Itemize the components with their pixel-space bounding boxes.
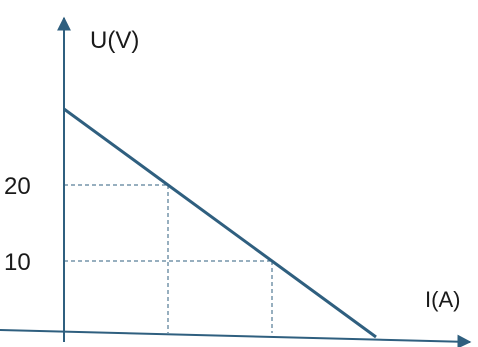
series-line [63, 107, 377, 339]
y-axis-label: U(V) [90, 27, 139, 54]
x-axis [0, 329, 472, 347]
y-tick-labels: 10 20 [4, 173, 31, 276]
reference-lines [64, 184, 273, 333]
y-tick-label: 10 [4, 249, 31, 276]
x-axis-label: I(A) [425, 287, 460, 312]
y-tick-label: 20 [4, 173, 31, 200]
